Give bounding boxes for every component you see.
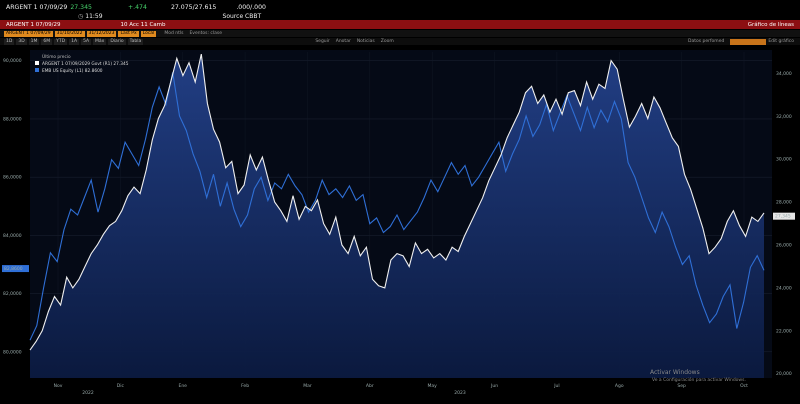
menu-eventos[interactable]: Eventos: clase	[189, 31, 222, 36]
title-center[interactable]: 10 Acc 11 Camb	[120, 21, 166, 28]
x-tick-label: Feb	[241, 383, 249, 389]
quote-line: ARGENT 1 07/09/29 27.345 +.474 27.075/27…	[0, 3, 800, 12]
period-1m[interactable]: 1M	[28, 38, 40, 45]
left-tick-label: 84,0000	[3, 233, 22, 239]
quote-change: +.474	[127, 4, 147, 11]
right-value-marker: 27,345	[773, 212, 795, 220]
right-marker-label: 27,345	[775, 214, 791, 220]
period-ytd[interactable]: YTD	[54, 38, 68, 45]
currency-field[interactable]: Local	[140, 30, 157, 37]
left-tick-label: 86,0000	[3, 175, 22, 181]
quote-range: 27.075/27.615	[170, 4, 217, 11]
x-tick-label: Jul	[553, 383, 559, 389]
legend-swatch-emb	[35, 68, 39, 72]
quote-subline: ◷ 11:59 Source CBBT	[0, 12, 800, 20]
right-tick-label: 22,000	[776, 328, 792, 334]
right-axis: 34,000 32,000 30,000 28,000 26,000 24,000 22,0…	[776, 71, 792, 377]
left-tick-label: 80,0000	[3, 349, 22, 355]
emb-series-line	[29, 72, 765, 341]
left-axis: 90,0000 88,0000 86,0000 84,0000 82,0000 80,00…	[3, 58, 22, 355]
watermark-subtitle: Ve a Configuración para activar Windows.	[652, 376, 746, 383]
menu-zoom[interactable]: Zoom	[380, 39, 394, 44]
period-5a[interactable]: 5A	[81, 38, 92, 45]
end-date-field[interactable]: 31/12/2023	[86, 30, 117, 37]
left-tick-label: 90,0000	[3, 58, 22, 64]
quote-price: 27.345	[70, 4, 92, 11]
watermark-title: Activar Windows	[650, 369, 700, 376]
right-tick-label: 32,000	[776, 114, 792, 120]
right-tick-label: 34,000	[776, 71, 792, 77]
right-tick-label: 28,000	[776, 200, 792, 206]
page-title: Gráfico de líneas	[747, 21, 794, 28]
x-year-label: 2023	[454, 390, 466, 396]
menu-mod-ntls[interactable]: Mod ntls	[164, 31, 184, 36]
start-date-field[interactable]: 31/10/2022	[54, 30, 85, 37]
x-tick-label: Ago	[615, 383, 624, 389]
x-tick-label: Ene	[178, 383, 187, 389]
x-axis: Nov Dic Ene Feb Mar Abr May Jun Jul Ago Sep Oct 2022…	[54, 383, 749, 396]
menu-noticias[interactable]: Noticias	[356, 39, 375, 44]
x-tick-label: Jun	[490, 383, 498, 389]
period-max[interactable]: Máx	[93, 38, 107, 45]
right-tick-label: 20,000	[776, 371, 792, 377]
clock-icon: ◷	[78, 12, 84, 20]
menu-seguir[interactable]: Seguir	[315, 39, 330, 44]
legend-entry-emb[interactable]: EMB US Equity (L1) 82.8600	[42, 68, 103, 74]
edit-chart-menu[interactable]: Edit gráfico	[768, 39, 794, 44]
period-1d[interactable]: 1D	[4, 38, 15, 45]
legend-swatch-argent	[35, 61, 39, 65]
chart-legend: Último precio ARGENT 1 07/09/2029 Govt (…	[35, 53, 129, 74]
left-tick-label: 82,0000	[3, 291, 22, 297]
table-button[interactable]: Tabla	[127, 38, 144, 45]
x-tick-label: Oct	[740, 383, 748, 389]
chart-settings-toolbar: ARGENT 1 07/09/29 31/10/2022 31/12/2023 …	[0, 30, 800, 37]
legend-entry-argent[interactable]: ARGENT 1 07/09/2029 Govt (R1) 27.345	[42, 61, 129, 67]
quote-source: Source CBBT	[222, 12, 262, 20]
argent-area	[30, 54, 764, 378]
x-tick-label: Mar	[303, 383, 312, 389]
left-tick-label: 88,0000	[3, 116, 22, 122]
period-3d[interactable]: 3D	[16, 38, 27, 45]
argent-series-line	[29, 53, 765, 351]
title-bar: ARGENT 1 07/09/29 10 Acc 11 Camb Gráfico…	[0, 20, 800, 29]
right-tick-label: 30,000	[776, 157, 792, 163]
x-tick-label: Dic	[117, 383, 125, 389]
x-tick-label: May	[428, 383, 438, 389]
left-marker-label: 82,8600	[4, 266, 23, 272]
period-6m[interactable]: 6M	[41, 38, 53, 45]
legend-title: Último precio	[42, 53, 71, 60]
period-1a[interactable]: 1A	[69, 38, 80, 45]
x-tick-label: Sep	[677, 383, 686, 389]
period-toolbar: 1D 3D 1M 6M YTD 1A 5A Máx Diario Tabla S…	[0, 38, 800, 45]
right-tick-label: 26,000	[776, 243, 792, 249]
status-bar	[0, 398, 800, 404]
security-field[interactable]: ARGENT 1 07/09/29	[4, 30, 53, 37]
quote-spread: .000/.000	[236, 4, 266, 11]
x-tick-label: Nov	[54, 383, 63, 389]
x-year-label: 2022	[82, 390, 94, 396]
datos-box[interactable]	[730, 38, 767, 45]
quote-time: 11:59	[85, 12, 103, 20]
line-chart[interactable]: 90,0000 88,0000 86,0000 84,0000 82,0000 80,00…	[0, 46, 800, 398]
price-field[interactable]: Last Px	[118, 30, 139, 37]
quote-ticker[interactable]: ARGENT 1 07/09/29	[6, 4, 68, 11]
left-value-marker: 82,8600	[2, 265, 29, 273]
x-tick-label: Abr	[366, 383, 374, 389]
right-tick-label: 24,000	[776, 285, 792, 291]
title-security: ARGENT 1 07/09/29	[6, 21, 61, 28]
menu-anotar[interactable]: Anotar	[335, 39, 351, 44]
datos-label[interactable]: Datos perfomed	[687, 39, 725, 44]
frequency-select[interactable]: Diario	[108, 38, 126, 45]
